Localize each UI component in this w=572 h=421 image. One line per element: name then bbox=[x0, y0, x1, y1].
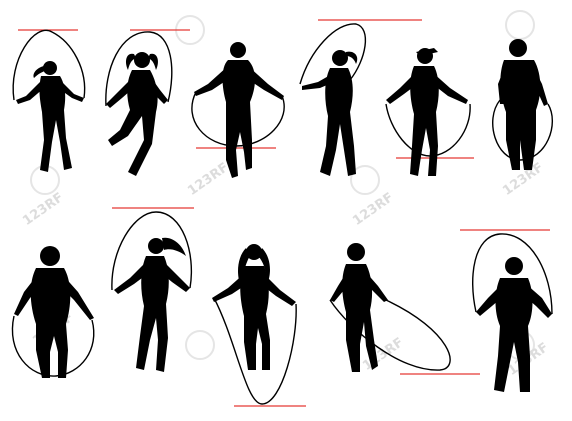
jump-rope bbox=[12, 29, 86, 101]
jump-rope bbox=[11, 315, 95, 377]
jump-rope bbox=[472, 233, 553, 315]
silhouette bbox=[106, 52, 168, 176]
watermark: 123RF bbox=[350, 165, 396, 229]
svg-text:123RF: 123RF bbox=[185, 160, 231, 199]
silhouette bbox=[114, 237, 190, 372]
silhouette bbox=[302, 50, 358, 176]
silhouette bbox=[14, 246, 94, 378]
jumper-figure-7 bbox=[11, 246, 95, 378]
jumper-figure-2 bbox=[105, 29, 190, 176]
jumper-figure-8 bbox=[111, 207, 194, 372]
jump-rope bbox=[111, 211, 193, 291]
jumper-figure-3 bbox=[191, 42, 285, 178]
jump-rope bbox=[213, 297, 297, 405]
silhouette bbox=[194, 42, 284, 178]
svg-text:123RF: 123RF bbox=[350, 190, 396, 229]
jump-rope bbox=[299, 23, 367, 85]
svg-text:123RF: 123RF bbox=[20, 190, 66, 229]
silhouette bbox=[212, 244, 296, 370]
jumper-figure-5 bbox=[385, 48, 474, 176]
jumper-figure-6 bbox=[492, 39, 553, 170]
jumper-figure-10 bbox=[329, 243, 480, 375]
silhouette bbox=[16, 61, 84, 172]
watermark-layer: 123RF 123RF 123RF 123RF 123RF 123RF 123R… bbox=[20, 10, 551, 379]
jumper-figure-4 bbox=[299, 19, 422, 176]
watermark: 123RF bbox=[175, 15, 231, 199]
silhouette bbox=[476, 257, 552, 392]
svg-text:123RF: 123RF bbox=[500, 160, 546, 199]
jump-rope bbox=[105, 31, 173, 107]
silhouette bbox=[498, 39, 548, 170]
jumper-figure-11 bbox=[460, 229, 553, 392]
jumper-figure-1 bbox=[12, 29, 86, 172]
watermark: 123RF bbox=[20, 165, 66, 229]
jumper-figure-9 bbox=[212, 244, 306, 407]
silhouette bbox=[330, 243, 388, 372]
silhouette bbox=[386, 48, 468, 176]
